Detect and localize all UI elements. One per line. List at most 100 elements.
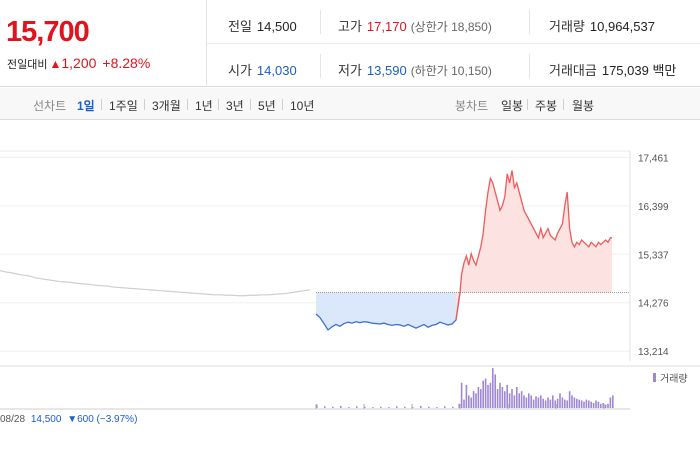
upper-limit: (상한가 18,850): [410, 20, 492, 34]
tab-10y[interactable]: 10년: [290, 99, 315, 113]
up-area: [456, 170, 612, 320]
volume-bar: [420, 405, 422, 408]
volume-bar: [559, 393, 561, 408]
tab-separator: [527, 99, 528, 110]
volume-bar: [348, 407, 350, 408]
volume-bar: [544, 400, 547, 408]
volume-bar: [388, 407, 390, 408]
volume-bar: [547, 397, 549, 408]
volume-bar: [523, 395, 525, 408]
tab-separator: [144, 99, 145, 110]
trade-amount-item: 거래대금 175,039 백만: [549, 60, 676, 79]
volume-bar: [506, 384, 508, 408]
tab-1w[interactable]: 1주일: [109, 99, 138, 113]
prev-day-line: [0, 270, 311, 297]
line-chart-label: 선차트: [33, 99, 67, 113]
tab-1y[interactable]: 1년: [195, 99, 213, 113]
volume-bar: [484, 378, 487, 408]
volume-bar: [501, 387, 504, 408]
volume-bar: [516, 387, 518, 408]
volume-bar: [580, 400, 583, 408]
volume-bar: [316, 404, 318, 408]
tab-1d[interactable]: 1일: [77, 99, 95, 113]
volume-bar: [472, 391, 475, 408]
y-tick-label: 14,276: [638, 299, 669, 310]
volume-bar: [576, 398, 578, 408]
prev-day-date: 08/28: [0, 414, 26, 425]
volume-bar: [458, 403, 460, 408]
current-price: 15,700: [6, 16, 90, 48]
volume-bars: [316, 368, 614, 408]
volume-bar: [496, 389, 499, 408]
volume-bar: [340, 405, 342, 408]
open-value: 14,030: [256, 63, 297, 78]
open-label: 시가: [228, 63, 252, 78]
info-row-divider: [207, 43, 700, 44]
low-item: 저가 13,590 (하한가 10,150): [338, 60, 492, 79]
volume-label: 거래량: [549, 19, 585, 34]
volume-bar: [530, 395, 532, 408]
prev-day-series: [0, 270, 311, 297]
lower-limit: (하한가 10,150): [410, 64, 492, 78]
volume-bar: [463, 399, 465, 408]
volume-bar: [475, 393, 477, 408]
info-divider: [529, 10, 530, 34]
prev-day-change: ▼600 (−3.97%): [67, 414, 138, 425]
volume-bar: [465, 384, 468, 408]
volume-bar: [404, 406, 406, 408]
y-tick-label: 15,337: [638, 250, 669, 261]
volume-bar: [612, 395, 614, 408]
tab-5y[interactable]: 5년: [258, 99, 276, 113]
trade-amount-label: 거래대금: [549, 63, 597, 78]
volume-bar: [602, 402, 604, 408]
tab-separator: [218, 99, 219, 110]
volume-bar: [518, 393, 520, 408]
volume-bar: [364, 406, 366, 408]
volume-bar: [428, 406, 430, 408]
down-series: [315, 292, 461, 331]
prev-close-value: 14,500: [256, 19, 297, 34]
tab-monthly-candle[interactable]: 월봉: [572, 99, 595, 113]
volume-bar: [609, 397, 612, 408]
volume-bar: [492, 368, 494, 408]
info-divider: [320, 10, 321, 34]
volume-bar: [532, 399, 535, 408]
volume-bar: [380, 406, 382, 408]
volume-bar: [324, 406, 326, 408]
volume-bar: [597, 401, 600, 408]
volume-bar: [494, 374, 496, 408]
high-label: 고가: [338, 19, 362, 34]
volume-bar: [537, 397, 540, 408]
prev-day-summary: 08/28 14,500 ▼600 (−3.97%): [0, 414, 137, 425]
volume-bar: [554, 400, 556, 408]
price-chart: 17,461 16,399 15,337 14,276 13,214 08/2910:0…: [0, 150, 700, 410]
volume-bar: [412, 407, 414, 408]
x-axis-ticks: 08/2910:0011:0012:0013:0014:0015:00: [315, 404, 605, 409]
volume-value: 10,964,537: [589, 19, 655, 34]
volume-legend-label: 거래량: [660, 373, 688, 385]
volume-legend-swatch: [653, 373, 656, 382]
volume-bar: [571, 395, 573, 408]
down-area: [316, 292, 460, 330]
tab-3m[interactable]: 3개월: [152, 99, 181, 113]
tab-3y[interactable]: 3년: [226, 99, 244, 113]
volume-bar: [561, 397, 564, 408]
change-percent: +8.28%: [102, 55, 151, 71]
y-axis-ticks: 17,461 16,399 15,337 14,276 13,214: [638, 153, 669, 358]
tab-separator: [187, 99, 188, 110]
volume-bar: [528, 393, 530, 408]
volume-bar: [487, 384, 489, 408]
low-label: 저가: [338, 63, 362, 78]
volume-bar: [508, 393, 511, 408]
volume-bar: [556, 398, 559, 408]
volume-bar: [468, 395, 470, 408]
volume-bar: [600, 403, 602, 408]
volume-bar: [552, 395, 554, 408]
volume-bar: [549, 399, 552, 408]
tab-weekly-candle[interactable]: 주봉: [535, 99, 558, 113]
tab-daily-candle[interactable]: 일봉: [501, 99, 524, 113]
up-series: [455, 170, 612, 321]
open-item: 시가 14,030: [228, 60, 297, 79]
info-divider: [320, 54, 321, 78]
high-value: 17,170: [366, 19, 407, 34]
